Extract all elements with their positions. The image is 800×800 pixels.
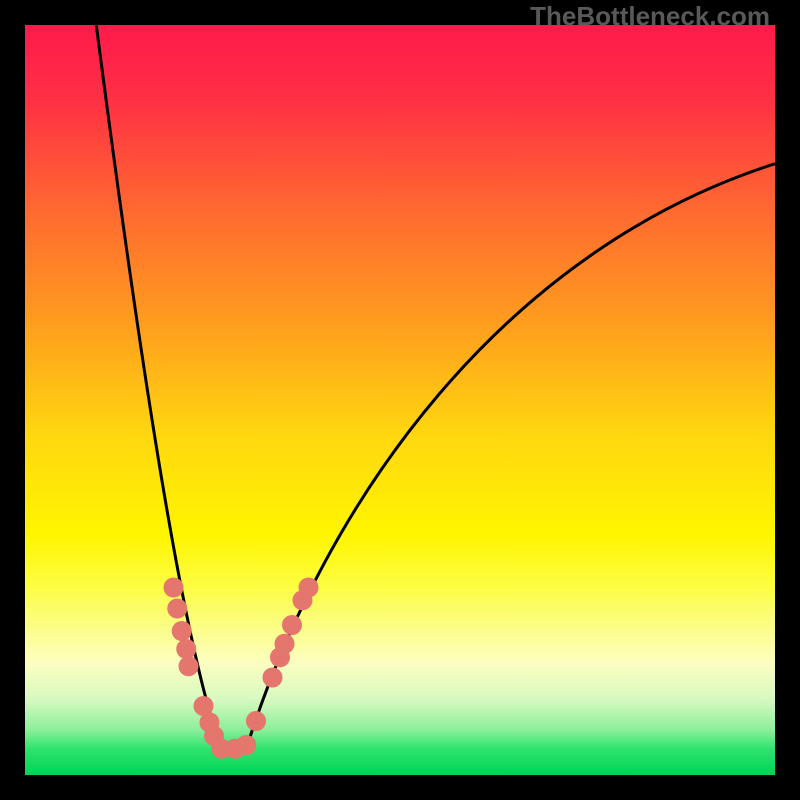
curve-marker [299, 578, 319, 598]
curve-marker [275, 634, 295, 654]
curve-marker [263, 668, 283, 688]
chart-frame: TheBottleneck.com [0, 0, 800, 800]
curve-marker [246, 711, 266, 731]
bottleneck-curve-path [96, 25, 775, 749]
curve-marker [164, 578, 184, 598]
curve-marker [236, 735, 256, 755]
curve-marker [172, 621, 192, 641]
marker-group [164, 578, 319, 759]
watermark-text: TheBottleneck.com [530, 1, 770, 32]
curve-marker [167, 599, 187, 619]
curve-marker [176, 639, 196, 659]
curve-marker [179, 656, 199, 676]
bottleneck-curve-svg [0, 0, 800, 800]
curve-marker [282, 615, 302, 635]
